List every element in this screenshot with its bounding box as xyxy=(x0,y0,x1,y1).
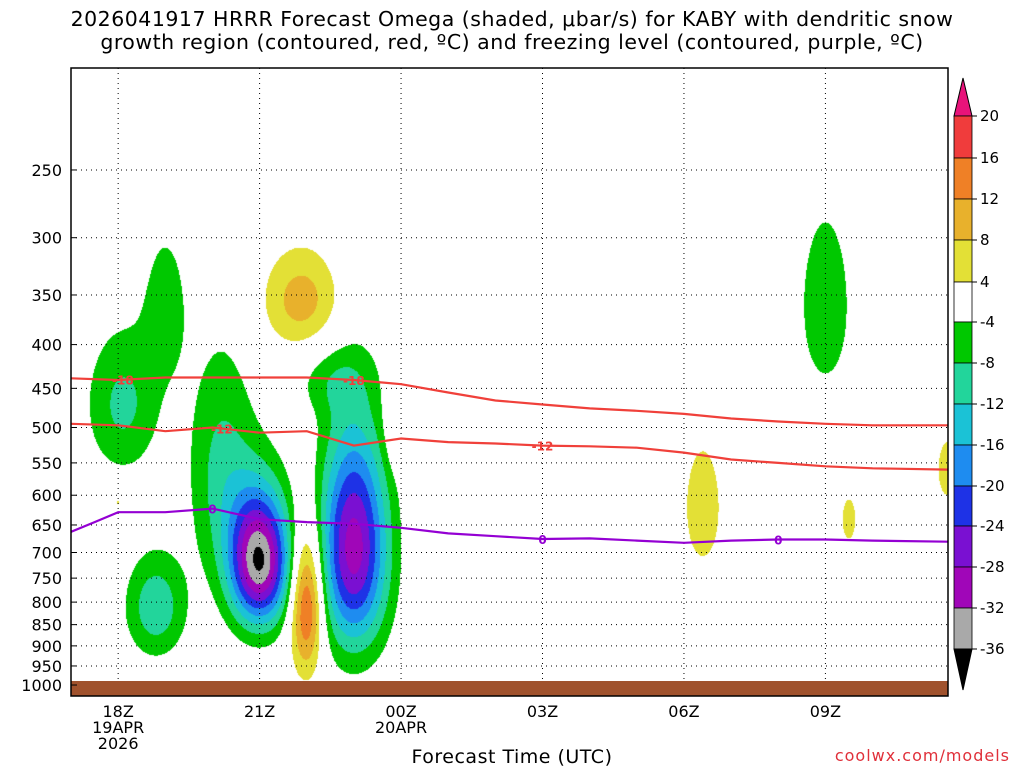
contour-label: -18 xyxy=(112,374,134,388)
ground-surface xyxy=(71,681,948,696)
x-axis-title: Forecast Time (UTC) xyxy=(411,746,613,768)
colorbar-segment xyxy=(953,321,973,364)
y-tick-label: 550 xyxy=(31,454,62,473)
contour-label: 0 xyxy=(538,533,546,547)
y-tick-label: 950 xyxy=(31,657,62,676)
x-tick-label: 00Z xyxy=(385,702,416,721)
contour-label: -18 xyxy=(343,374,365,388)
site-credit: coolwx.com/models xyxy=(834,746,1010,765)
x-tick-label: 09Z xyxy=(810,702,841,721)
y-tick-label: 750 xyxy=(31,569,62,588)
colorbar-label: 8 xyxy=(980,231,990,249)
y-tick-label: 700 xyxy=(31,544,62,563)
chart-title: 2026041917 HRRR Forecast Omega (shaded, … xyxy=(0,8,1024,54)
x-tick-label: 21Z xyxy=(244,702,275,721)
colorbar: 20 16 12 8 4 -4 -8 -12 -16 -20 -24 -28 -32 -36 xyxy=(953,77,1005,691)
colorbar-segment xyxy=(953,239,973,283)
colorbar-label: -4 xyxy=(980,313,995,331)
y-axis: 250 300 350 400 450 500 550 600 650 700 750 800 850 9… xyxy=(21,161,77,695)
y-tick-label: 500 xyxy=(31,418,62,437)
y-tick-label: 1000 xyxy=(21,676,62,695)
colorbar-label: 20 xyxy=(980,107,999,125)
colorbar-label: -8 xyxy=(980,354,995,372)
colorbar-label: 16 xyxy=(980,149,999,167)
chart-title-line-1: 2026041917 HRRR Forecast Omega (shaded, … xyxy=(70,7,954,31)
colorbar-label: -32 xyxy=(980,599,1005,617)
colorbar-segment xyxy=(953,281,973,323)
colorbar-segment xyxy=(953,566,973,609)
colorbar-label: -36 xyxy=(980,640,1005,658)
y-tick-label: 250 xyxy=(31,161,62,180)
colorbar-segment xyxy=(953,444,973,487)
colorbar-label: -24 xyxy=(980,517,1005,535)
y-tick-label: 350 xyxy=(31,286,62,305)
contour-line xyxy=(71,422,948,471)
plot-frame xyxy=(70,67,949,697)
contour-label: -12 xyxy=(211,423,233,437)
colorbar-top-arrow xyxy=(953,77,973,117)
colorbar-segment xyxy=(953,525,973,568)
colorbar-label: -28 xyxy=(980,558,1005,576)
colorbar-bottom-arrow xyxy=(953,648,973,691)
colorbar-segment xyxy=(953,403,973,446)
colorbar-segment xyxy=(953,607,973,650)
x-tick-label: 20APR xyxy=(375,718,427,737)
x-tick-label: 2026 xyxy=(98,734,139,753)
y-tick-label: 900 xyxy=(31,637,62,656)
colorbar-label: -12 xyxy=(980,395,1005,413)
contour-line xyxy=(71,507,948,544)
colorbar-segment xyxy=(953,198,973,241)
contour-label: 0 xyxy=(774,534,782,548)
contour-line xyxy=(71,376,948,427)
grid-lines xyxy=(71,68,948,696)
y-tick-label: 300 xyxy=(31,229,62,248)
y-tick-label: 400 xyxy=(31,336,62,355)
temperature-contours xyxy=(71,376,948,544)
contour-label: -12 xyxy=(532,440,554,454)
y-tick-label: 650 xyxy=(31,516,62,535)
colorbar-label: -16 xyxy=(980,436,1005,454)
omega-shaded-field xyxy=(71,68,948,696)
colorbar-segment xyxy=(953,362,973,405)
colorbar-segment xyxy=(953,485,973,527)
y-tick-label: 600 xyxy=(31,486,62,505)
colorbar-segment xyxy=(953,115,973,159)
y-tick-label: 450 xyxy=(31,379,62,398)
contour-labels: -18 -18 -12 -12 0 0 0 xyxy=(112,374,782,548)
chart-title-line-2: growth region (contoured, red, ºC) and f… xyxy=(100,30,924,54)
colorbar-segment xyxy=(953,157,973,200)
x-tick-label: 18Z xyxy=(102,702,133,721)
x-tick-label: 19APR xyxy=(92,718,144,737)
y-tick-label: 850 xyxy=(31,616,62,635)
colorbar-label: -20 xyxy=(980,477,1005,495)
x-tick-label: 03Z xyxy=(527,702,558,721)
contour-label: 0 xyxy=(208,503,216,517)
y-tick-label: 800 xyxy=(31,593,62,612)
colorbar-label: 12 xyxy=(980,190,999,208)
colorbar-label: 4 xyxy=(980,273,990,291)
x-tick-label: 06Z xyxy=(668,702,699,721)
